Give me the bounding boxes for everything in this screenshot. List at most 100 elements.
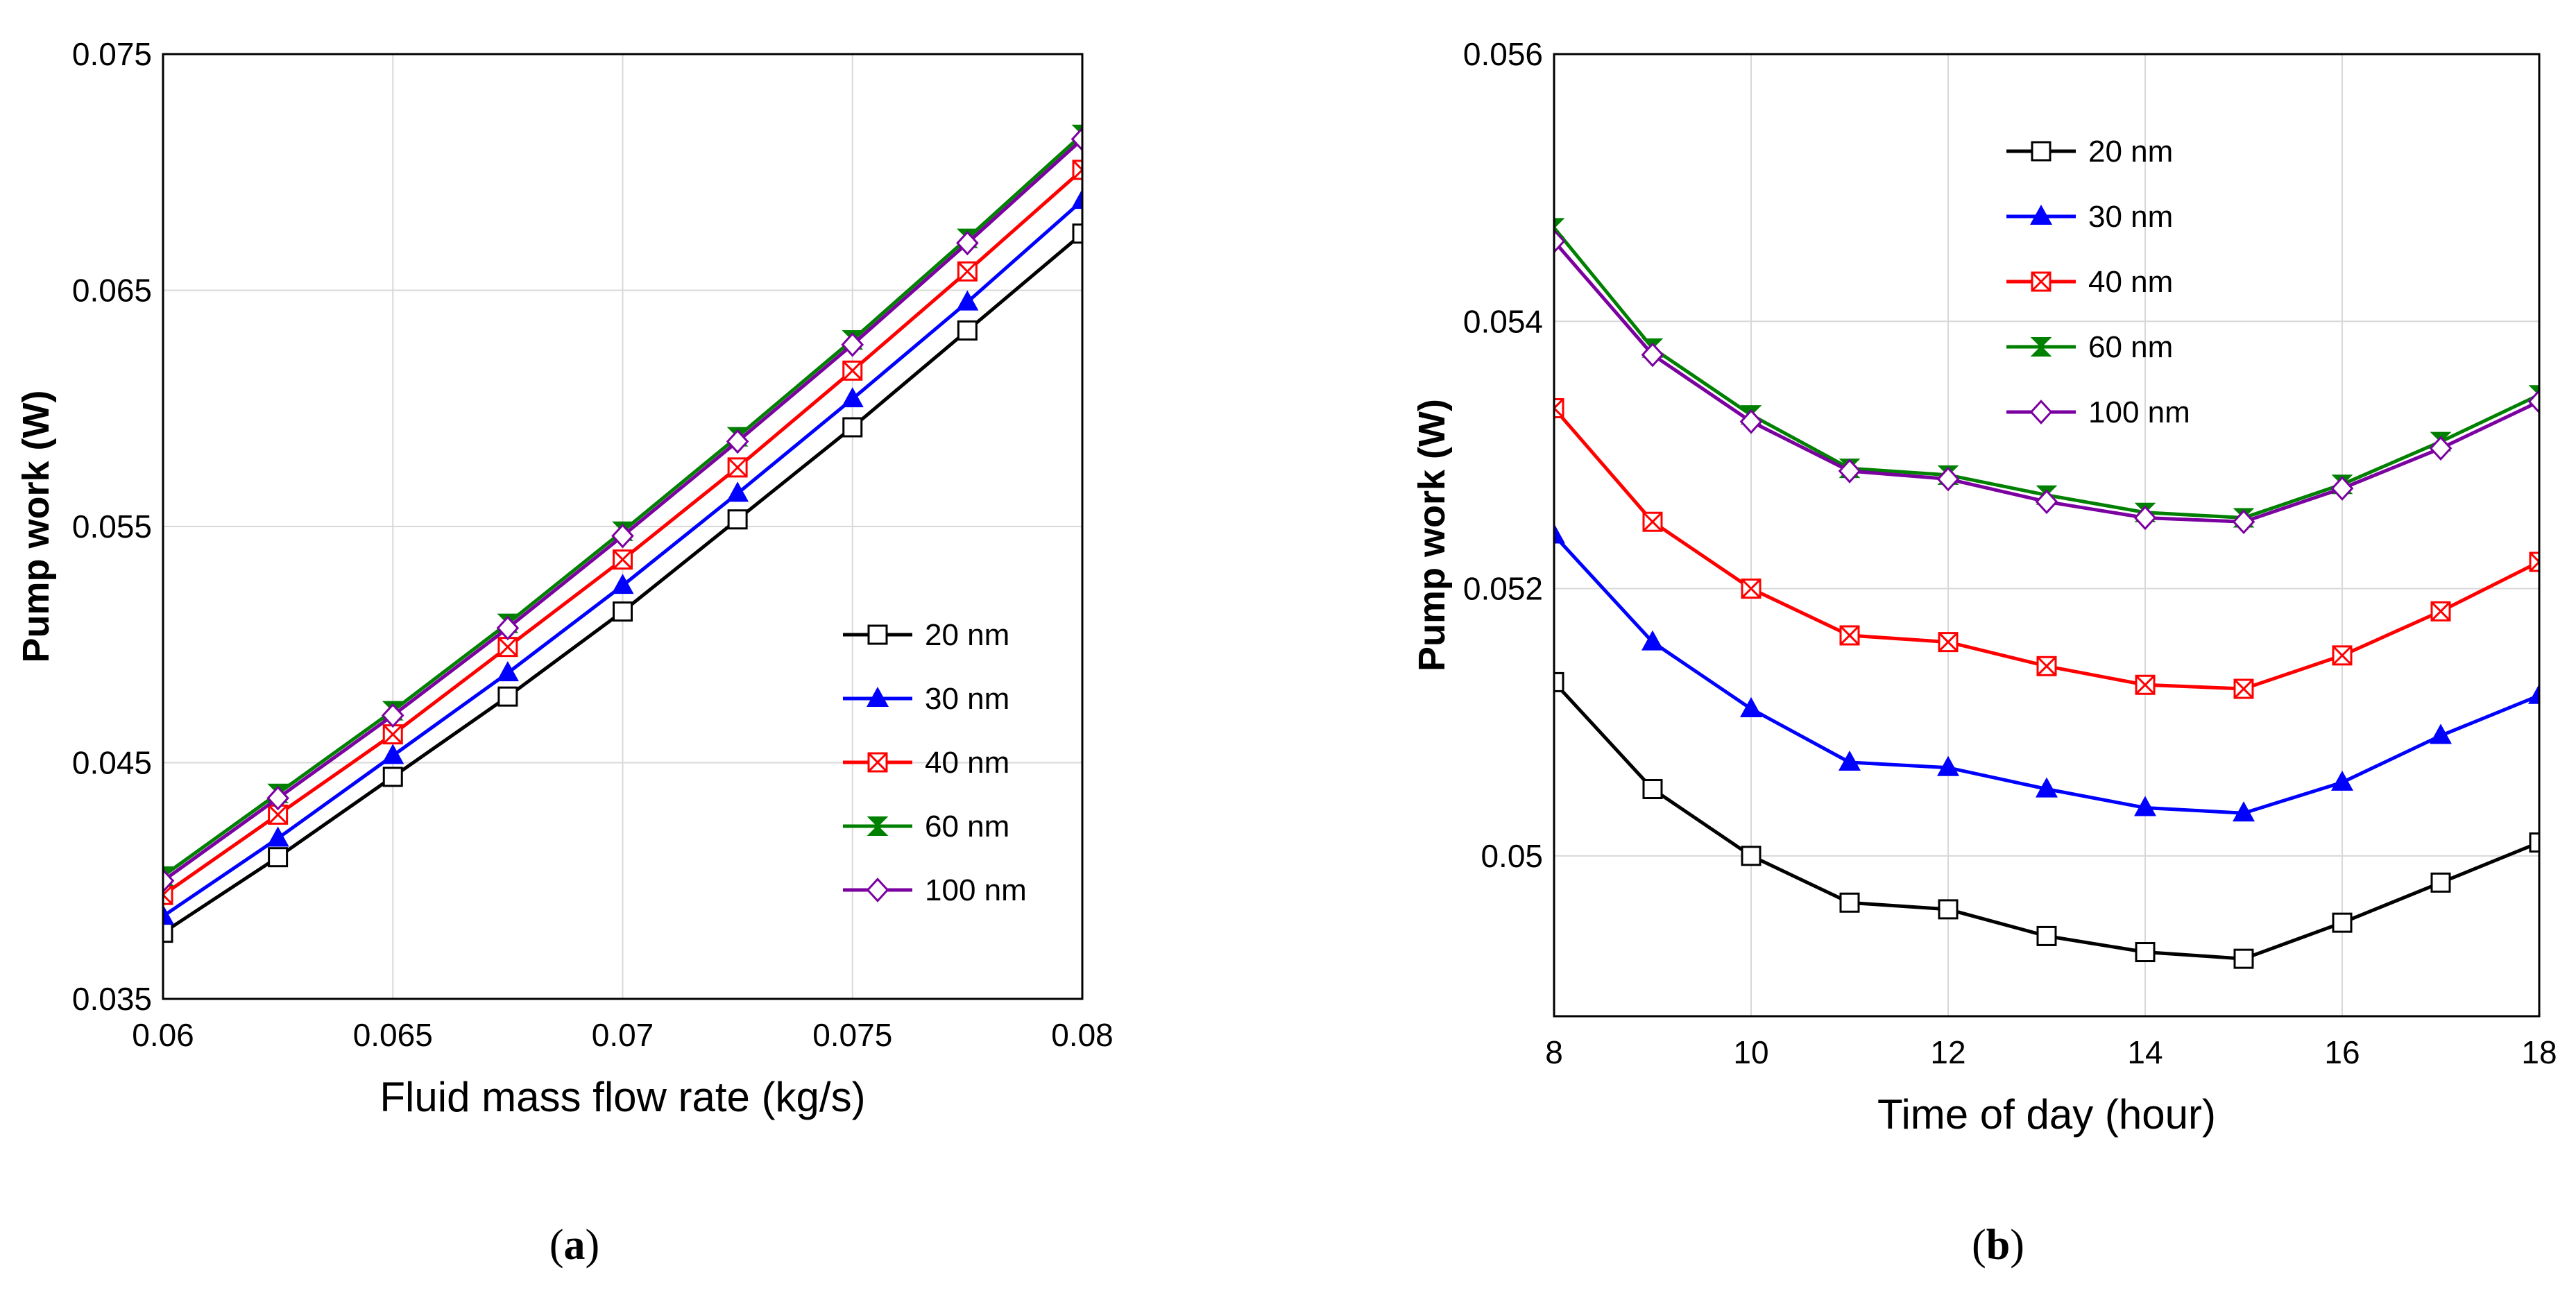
data-point-cross [163,885,173,905]
data-point [1937,755,1959,776]
caption-open: ( [1972,1222,1986,1269]
series-group-b [1554,218,2539,969]
data-point-cross [1554,398,1564,418]
caption-open: ( [549,1222,564,1269]
data-point-cross [957,262,978,282]
series-20-nm [163,223,1082,943]
data-point-cross [268,805,288,825]
legend-label: 40 nm [925,746,1009,780]
x-tick-label: 8 [1545,1034,1563,1070]
legend-item: 40 nm [2006,265,2173,299]
data-point [2430,601,2451,622]
plot-frame [162,53,1084,1000]
data-point [2036,925,2057,946]
data-point-box [2529,551,2539,572]
data-point-box [1554,397,1564,418]
legend-label: 30 nm [2088,200,2173,234]
data-point [163,868,175,893]
data-point [726,481,749,502]
legend-label: 20 nm [925,618,1009,652]
data-point [2036,777,2058,798]
data-point [2430,723,2452,744]
data-point-cross [842,361,862,381]
data-point [957,320,978,341]
data-point [841,332,864,357]
y-tick-label: 0.075 [72,36,152,72]
data-point [2233,678,2254,699]
data-point [613,549,633,570]
legend-item: 30 nm [2006,200,2173,234]
series-30-nm [163,189,1082,925]
x-tick-label: 18 [2521,1034,2557,1070]
y-tick-label: 0.055 [72,508,152,545]
data-point [1938,899,1959,920]
data-point-box [1072,160,1082,180]
data-point [1641,630,1664,651]
data-point-cross [2036,656,2057,676]
legend-b: 20 nm 30 nm 40 nm 60 nm 100 nm [2006,135,2190,429]
y-tick-label: 0.035 [72,981,152,1017]
data-point [957,261,978,282]
y-tick-label: 0.045 [72,745,152,781]
x-tick-label: 16 [2324,1034,2360,1070]
data-point [1072,223,1082,244]
data-point [611,574,634,594]
data-point [1642,779,1663,800]
data-point [268,847,289,868]
data-point [2430,872,2451,893]
y-axis-label: Pump work (W) [15,391,57,663]
x-tick-label: 0.075 [812,1017,892,1053]
data-point [2233,801,2255,822]
data-point [956,290,979,311]
data-point [382,744,404,764]
data-point [726,429,749,454]
y-tick-label: 0.054 [1463,303,1543,339]
x-axis-label: Time of day (hour) [1877,1091,2216,1138]
series-100-nm [163,126,1082,893]
x-tick-label: 0.07 [592,1017,654,1053]
legend-marker-cross [2031,271,2052,292]
data-point [2135,674,2156,695]
caption-close: ) [585,1222,600,1269]
data-point [1072,160,1082,180]
legend-label: 100 nm [925,873,1027,907]
legend-item: 30 nm [843,682,1009,716]
data-point [842,417,863,438]
data-point [841,387,864,408]
data-point [1739,409,1763,434]
caption-letter: a [563,1222,586,1269]
data-point [2331,770,2353,791]
data-point [2036,656,2057,676]
tick-labels-a: 0.06 0.065 0.07 0.075 0.08 0.035 0.045 0.055 0.0… [72,36,1114,1053]
legend-label: 20 nm [2088,135,2173,169]
data-point [1838,459,1861,483]
y-tick-label: 0.052 [1463,571,1543,607]
x-axis-label: Fluid mass flow rate (kg/s) [379,1074,865,1120]
data-point [1641,342,1664,368]
series-40-nm [163,160,1082,905]
data-point [1936,466,1960,492]
data-point-cross [1072,160,1082,180]
legend-item: 100 nm [843,873,1027,907]
data-point [381,703,404,728]
data-point [2134,796,2156,816]
data-point [1554,671,1564,692]
series-40-nm [1554,397,2539,699]
x-tick-label: 14 [2127,1034,2163,1070]
legend-marker [867,624,888,645]
data-point [1741,846,1762,866]
legend-item: 60 nm [843,810,1009,844]
caption-close: ) [2010,1222,2024,1269]
data-point [497,637,518,658]
data-point-cross [2233,678,2254,699]
data-point [1071,126,1082,152]
data-point-cross [2332,645,2353,665]
data-point [2233,948,2254,969]
legend-marker [866,877,889,902]
data-point-cross [1642,512,1663,532]
data-point [1839,892,1860,913]
data-point [2528,683,2539,704]
legend-label: 100 nm [2088,395,2190,429]
y-tick-label: 0.056 [1463,36,1543,72]
legend-item: 40 nm [843,746,1009,780]
